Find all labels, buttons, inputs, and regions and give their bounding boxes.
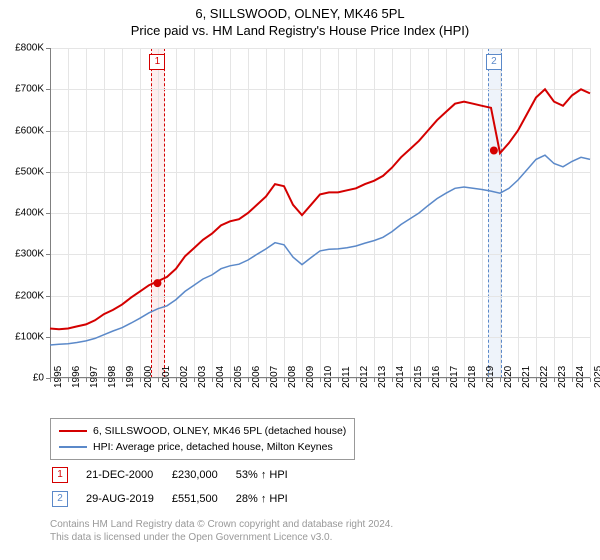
legend-label-series1: 6, SILLSWOOD, OLNEY, MK46 5PL (detached … bbox=[93, 425, 346, 437]
event-price-1: £230,000 bbox=[172, 464, 234, 486]
events-table: 1 21-DEC-2000 £230,000 53% ↑ HPI 2 29-AU… bbox=[50, 462, 306, 512]
footer-line1: Contains HM Land Registry data © Crown c… bbox=[50, 518, 393, 531]
event-price-2: £551,500 bbox=[172, 488, 234, 510]
legend-label-series2: HPI: Average price, detached house, Milt… bbox=[93, 441, 333, 453]
event-pct-1: 53% ↑ HPI bbox=[236, 464, 304, 486]
event-row-1: 1 21-DEC-2000 £230,000 53% ↑ HPI bbox=[52, 464, 304, 486]
chart-container: 6, SILLSWOOD, OLNEY, MK46 5PL Price paid… bbox=[0, 0, 600, 560]
legend-row-1: 6, SILLSWOOD, OLNEY, MK46 5PL (detached … bbox=[59, 423, 346, 439]
chart-area: £0£100K£200K£300K£400K£500K£600K£700K£80… bbox=[50, 48, 590, 378]
event-row-2: 2 29-AUG-2019 £551,500 28% ↑ HPI bbox=[52, 488, 304, 510]
legend-swatch-series2 bbox=[59, 446, 87, 448]
title-subtitle: Price paid vs. HM Land Registry's House … bbox=[0, 23, 600, 38]
footer: Contains HM Land Registry data © Crown c… bbox=[50, 518, 393, 544]
legend: 6, SILLSWOOD, OLNEY, MK46 5PL (detached … bbox=[50, 418, 355, 460]
event-date-2: 29-AUG-2019 bbox=[86, 488, 170, 510]
legend-row-2: HPI: Average price, detached house, Milt… bbox=[59, 439, 346, 455]
event-pct-2: 28% ↑ HPI bbox=[236, 488, 304, 510]
footer-line2: This data is licensed under the Open Gov… bbox=[50, 531, 393, 544]
event-marker-1: 1 bbox=[52, 467, 68, 483]
title-address: 6, SILLSWOOD, OLNEY, MK46 5PL bbox=[0, 6, 600, 21]
event-date-1: 21-DEC-2000 bbox=[86, 464, 170, 486]
event-marker-2: 2 bbox=[52, 491, 68, 507]
legend-swatch-series1 bbox=[59, 430, 87, 432]
chart-lines bbox=[50, 48, 590, 378]
title-block: 6, SILLSWOOD, OLNEY, MK46 5PL Price paid… bbox=[0, 0, 600, 38]
